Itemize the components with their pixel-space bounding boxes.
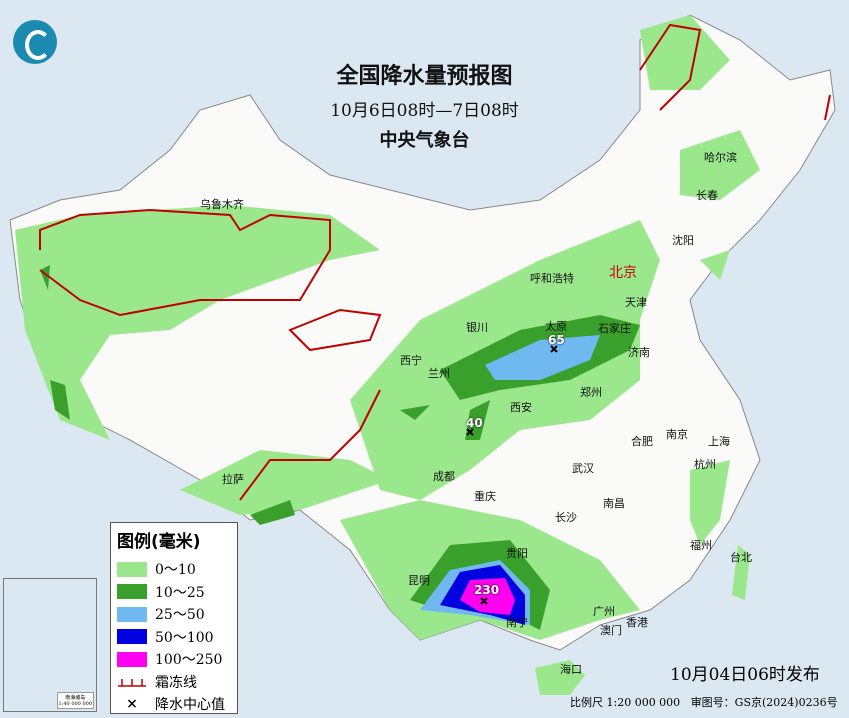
inset-caption: 南海诸岛 1:40 000 000	[56, 692, 94, 709]
city-label: 天津	[625, 296, 647, 309]
x-mark-icon	[466, 345, 558, 605]
city-label: 成都	[433, 470, 455, 483]
city-label: 武汉	[572, 462, 594, 475]
issuer: 中央气象台	[379, 130, 470, 151]
center-value: 230	[474, 583, 500, 597]
city-label: 澳门	[600, 624, 622, 637]
city-label: 太原	[545, 320, 567, 333]
map-scale: 比例尺 1:20 000 000	[570, 696, 681, 709]
city-label: 长春	[696, 189, 718, 202]
legend-title: 图例(毫米)	[117, 532, 201, 552]
city-label: 广州	[593, 605, 615, 618]
precip-100-250	[460, 578, 515, 615]
city-label: 呼和浩特	[530, 272, 574, 285]
legend-label: 10～25	[155, 584, 205, 601]
precip-25-50	[485, 335, 600, 380]
city-label: 沈阳	[672, 234, 694, 247]
legend: 图例(毫米) 0～10 10～25 25～50 50～100 100～250 霜…	[110, 522, 238, 714]
legend-swatch	[117, 629, 147, 645]
city-label: 乌鲁木齐	[200, 198, 244, 211]
frost-line	[39, 23, 831, 501]
city-label: 重庆	[474, 490, 496, 503]
legend-swatch	[117, 584, 147, 600]
city-label: 福州	[690, 539, 712, 552]
map-title: 全国降水量预报图	[336, 64, 513, 89]
city-label: 南宁	[506, 616, 528, 629]
forecast-period: 10月6日08时—7日08时	[330, 101, 519, 121]
legend-item: 10～25	[117, 581, 231, 604]
center-value: 40	[466, 416, 483, 430]
city-label: 哈尔滨	[704, 151, 737, 164]
city-label: 西安	[510, 401, 532, 414]
frost-line-icon	[118, 679, 146, 687]
city-label: 郑州	[580, 386, 602, 399]
approval-number: 审图号：GS京(2024)0236号	[690, 696, 838, 709]
legend-label: 50～100	[155, 629, 214, 646]
city-label: 杭州	[694, 458, 716, 471]
land-hainan	[535, 660, 585, 695]
issued-time: 10月04日06时发布	[670, 665, 820, 685]
city-label: 合肥	[631, 435, 653, 448]
city-label: 石家庄	[598, 322, 631, 335]
legend-item: 25～50	[117, 603, 231, 626]
city-label: 昆明	[408, 574, 430, 587]
legend-swatch	[117, 651, 147, 667]
legend-item: 50～100	[117, 626, 231, 649]
footer-scale-approval: 比例尺 1:20 000 000 审图号：GS京(2024)0236号	[570, 694, 838, 710]
city-label: 银川	[466, 321, 488, 334]
city-label: 海口	[560, 663, 582, 676]
legend-item: 0～10	[117, 558, 231, 581]
city-label-capital: 北京	[609, 265, 637, 281]
legend-item: 霜冻线	[117, 671, 231, 694]
south-china-sea-inset: 南海诸岛 1:40 000 000	[3, 578, 97, 712]
x-mark-icon: ×	[126, 695, 138, 712]
legend-item: × 降水中心值	[117, 693, 231, 716]
legend-label: 100～250	[155, 652, 223, 669]
legend-label: 降水中心值	[155, 697, 225, 714]
center-value: 65	[548, 333, 565, 347]
city-label: 兰州	[428, 367, 450, 380]
inset-title: 南海诸岛	[65, 695, 86, 701]
land-taiwan	[732, 545, 750, 600]
city-label: 济南	[628, 346, 650, 359]
city-label: 西宁	[400, 354, 422, 367]
legend-swatch	[117, 606, 147, 622]
city-label: 台北	[730, 551, 752, 564]
city-label: 长沙	[555, 511, 577, 524]
legend-swatch	[117, 561, 147, 577]
legend-label: 霜冻线	[155, 674, 197, 691]
inset-scale: 1:40 000 000	[58, 701, 93, 707]
cma-logo	[13, 20, 57, 64]
legend-label: 25～50	[155, 607, 205, 624]
city-label: 南京	[666, 428, 688, 441]
legend-label: 0～10	[155, 562, 196, 579]
legend-item: 100～250	[117, 648, 231, 671]
city-label: 贵阳	[506, 547, 528, 560]
city-label: 上海	[708, 435, 730, 448]
city-label: 南昌	[603, 497, 625, 510]
city-label: 拉萨	[222, 473, 244, 486]
city-label: 香港	[626, 616, 648, 629]
